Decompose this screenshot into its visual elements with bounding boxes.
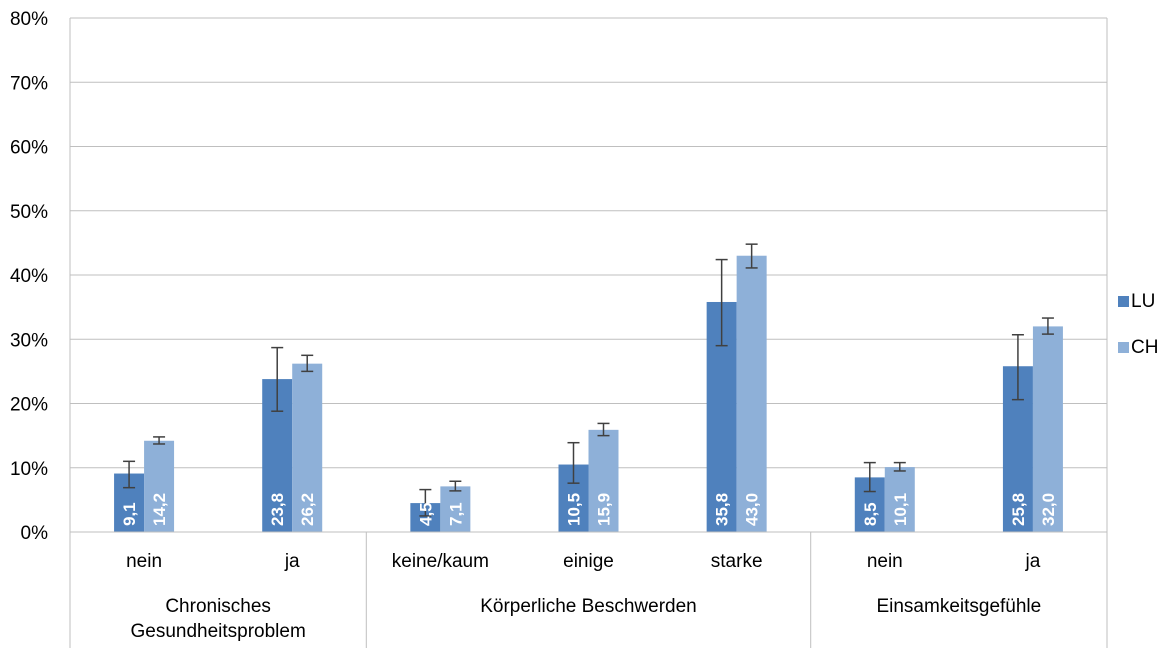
data-label-CH-6: 32,0 [1039,493,1058,526]
data-label-CH-2: 7,1 [446,502,465,526]
data-label-LU-4: 35,8 [713,493,732,526]
data-label-LU-1: 23,8 [268,493,287,526]
data-label-LU-2: 4,5 [416,502,435,526]
error-bars [123,243,1054,517]
y-tick-label: 80% [10,9,48,30]
data-label-LU-0: 9,1 [120,502,139,526]
data-label-CH-4: 43,0 [743,493,762,526]
y-tick-label: 70% [10,73,48,94]
group-label: Gesundheitsproblem [130,621,305,642]
category-label: starke [711,551,763,572]
category-label: ja [284,551,300,572]
data-label-CH-1: 26,2 [298,493,317,526]
data-labels: 9,1 23,8 4,5 10,5 35,8 8,5 25,8 14,2 26,2 7,1 15,9… [120,493,1058,526]
y-tick-label: 0% [21,523,49,544]
group-label: Chronisches [165,596,271,617]
y-axis-tick-labels: 0% 10% 20% 30% 40% 50% 60% 70% 80% [10,9,48,544]
bar-CH-4 [736,255,767,532]
legend-swatch-LU [1118,296,1129,307]
legend-swatch-CH [1118,342,1129,353]
group-label: Körperliche Beschwerden [480,596,697,617]
category-label: nein [867,551,903,572]
legend-label-CH: CH [1131,337,1158,358]
data-label-CH-0: 14,2 [150,493,169,526]
y-tick-label: 10% [10,459,48,480]
data-label-CH-3: 15,9 [595,493,614,526]
bar-CH-1 [292,363,323,532]
x-axis: nein ja keine/kaum einige starke nein ja Chroni… [70,531,1108,648]
category-label: keine/kaum [392,551,489,572]
data-label-LU-6: 25,8 [1009,493,1028,526]
bar-CH-6 [1032,326,1063,532]
gridlines [69,17,1108,648]
y-tick-label: 20% [10,395,48,416]
data-label-LU-5: 8,5 [861,502,880,526]
y-tick-label: 40% [10,266,48,287]
y-tick-label: 60% [10,138,48,159]
y-tick-label: 30% [10,330,48,351]
category-label: einige [563,551,614,572]
category-label: ja [1025,551,1041,572]
legend: LU CH [1118,291,1158,358]
data-label-CH-5: 10,1 [891,493,910,526]
y-tick-label: 50% [10,202,48,223]
bar-CH-5 [884,467,915,532]
bars [114,255,1063,532]
legend-label-LU: LU [1131,291,1155,312]
bar-CH-3 [588,429,619,532]
category-label: nein [126,551,162,572]
data-label-LU-3: 10,5 [565,493,584,526]
group-label: Einsamkeitsgefühle [876,596,1041,617]
bar-CH-2 [440,486,471,532]
bar-CH-0 [144,440,175,532]
